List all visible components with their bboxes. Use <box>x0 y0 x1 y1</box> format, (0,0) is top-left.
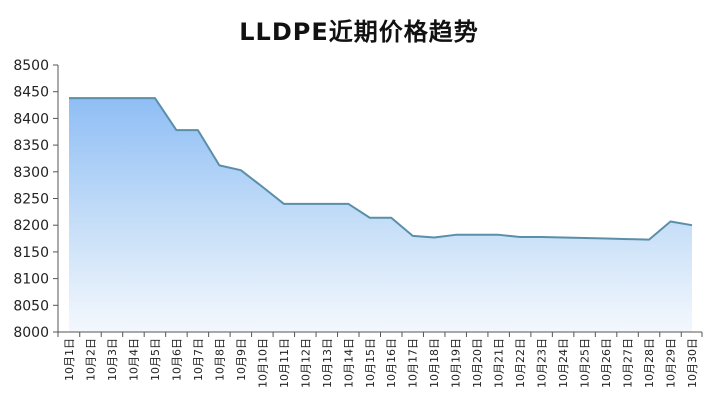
x-tick-label: 10月23日 <box>536 338 549 388</box>
y-tick-label: 8050 <box>13 298 49 314</box>
x-tick-label: 10月8日 <box>213 338 226 381</box>
y-tick-label: 8200 <box>13 218 49 234</box>
y-tick-label: 8300 <box>13 165 49 181</box>
x-tick-label: 10月7日 <box>192 338 205 381</box>
x-tick-label: 10月27日 <box>622 338 635 388</box>
x-tick-label: 10月17日 <box>407 338 420 388</box>
y-tick-label: 8250 <box>13 192 49 208</box>
x-tick-label: 10月22日 <box>514 338 527 388</box>
x-tick-label: 10月12日 <box>299 338 312 388</box>
x-tick-label: 10月28日 <box>643 338 656 388</box>
x-tick-label: 10月26日 <box>600 338 613 388</box>
x-tick-label: 10月9日 <box>235 338 248 381</box>
y-tick-label: 8000 <box>13 325 49 341</box>
chart-title: LLDPE近期价格趋势 <box>239 18 479 46</box>
y-tick-label: 8450 <box>13 85 49 101</box>
x-tick-label: 10月19日 <box>450 338 463 388</box>
x-tick-label: 10月13日 <box>321 338 334 388</box>
x-tick-label: 10月14日 <box>342 338 355 388</box>
x-tick-label: 10月21日 <box>493 338 506 388</box>
y-tick-label: 8100 <box>13 272 49 288</box>
x-tick-label: 10月4日 <box>127 338 140 381</box>
x-tick-label: 10月10日 <box>256 338 269 388</box>
y-tick-label: 8500 <box>13 58 49 74</box>
x-tick-label: 10月16日 <box>385 338 398 388</box>
x-tick-label: 10月24日 <box>557 338 570 388</box>
x-tick-label: 10月15日 <box>364 338 377 388</box>
x-tick-label: 10月29日 <box>665 338 678 388</box>
series-area-fill <box>69 98 692 332</box>
x-tick-label: 10月6日 <box>170 338 183 381</box>
y-tick-label: 8150 <box>13 245 49 261</box>
x-tick-label: 10月20日 <box>471 338 484 388</box>
x-tick-label: 10月18日 <box>428 338 441 388</box>
x-tick-label: 10月3日 <box>106 338 119 381</box>
x-tick-label: 10月2日 <box>84 338 97 381</box>
x-tick-label: 10月11日 <box>278 338 291 388</box>
series-line <box>69 97 693 241</box>
y-tick-label: 8350 <box>13 138 49 154</box>
x-tick-label: 10月25日 <box>579 338 592 388</box>
x-tick-label: 10月30日 <box>686 338 699 388</box>
x-tick-label: 10月5日 <box>149 338 162 381</box>
y-tick-label: 8400 <box>13 111 49 127</box>
x-tick-label: 10月1日 <box>63 338 76 381</box>
